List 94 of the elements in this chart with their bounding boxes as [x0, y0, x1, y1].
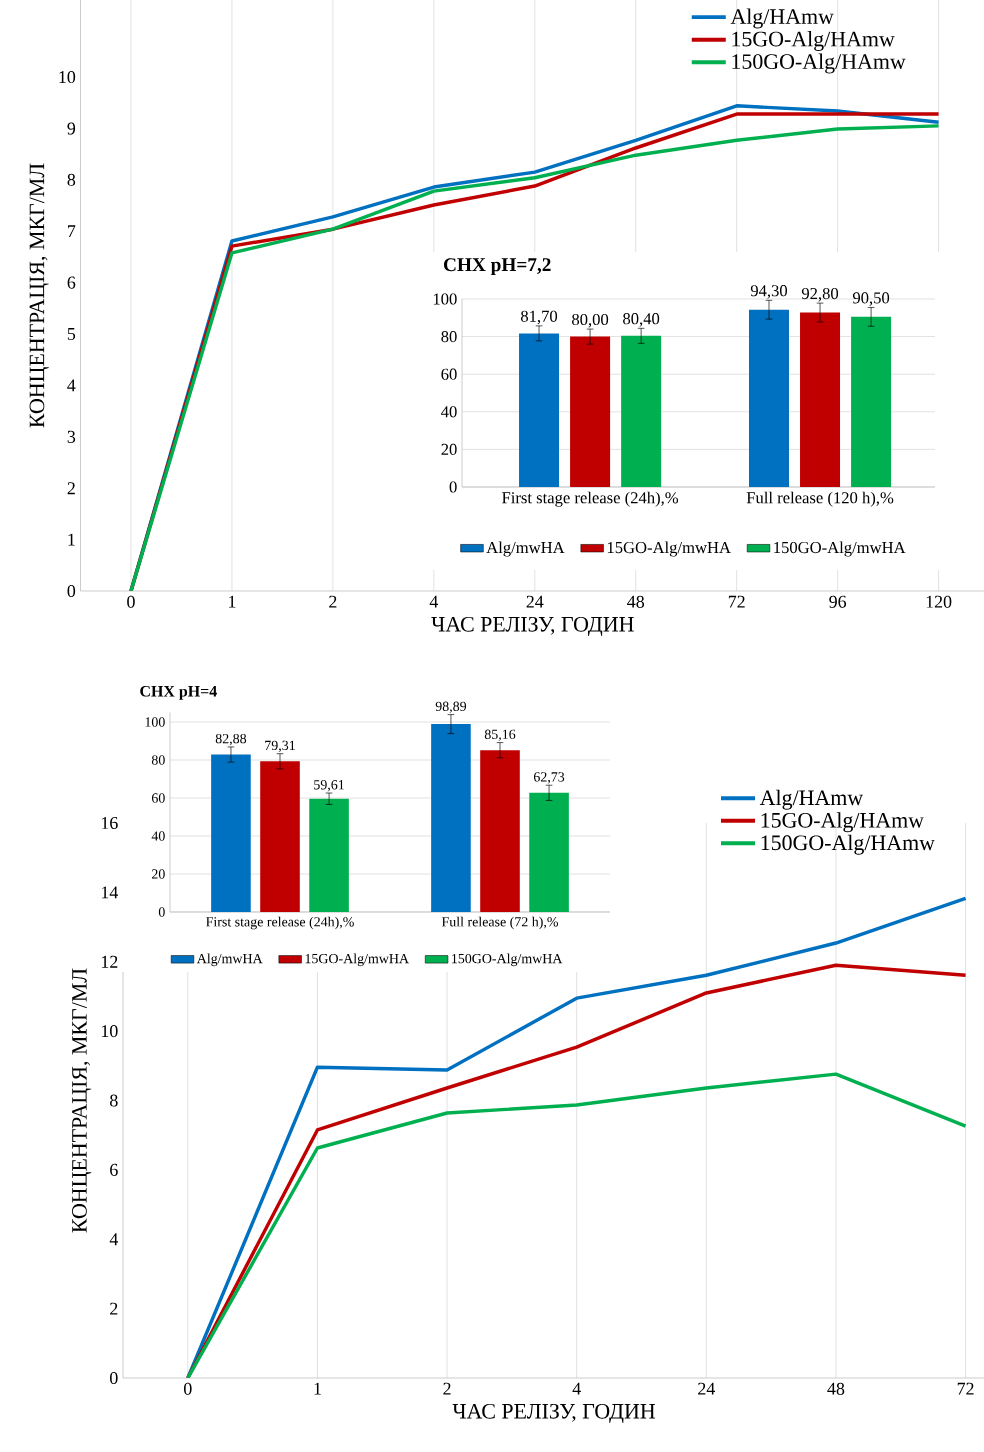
y-tick-label: 0 — [110, 1371, 118, 1385]
bar — [480, 750, 520, 912]
data-label: 81,70 — [520, 310, 558, 325]
legend-label: Alg/HAmw — [759, 789, 864, 810]
data-label: 85,16 — [484, 729, 516, 741]
data-label: 94,30 — [750, 285, 788, 299]
x-tick-label: 24 — [698, 1382, 716, 1395]
legend-label: 150GO-Alg/HAmw — [761, 834, 935, 855]
legend-label: Alg/mwHA — [486, 541, 565, 557]
bar — [748, 309, 789, 487]
y-tick-label: 16 — [101, 816, 118, 830]
x-tick-label: 4 — [572, 1382, 581, 1395]
x-tick-label: 4 — [429, 595, 439, 608]
legend-label: 15GO-Alg/mwHA — [607, 541, 731, 557]
y-tick-label: 8 — [110, 1094, 118, 1107]
legend-label: 15GO-Alg/HAmw — [761, 812, 924, 833]
x-tick-label: 72 — [728, 595, 745, 608]
x-tick-label: 96 — [829, 595, 847, 608]
x-tick-label: 0 — [184, 1382, 192, 1395]
x-tick-label: First stage release (24h),% — [502, 491, 679, 507]
x-tick-label: 72 — [957, 1382, 974, 1395]
bar — [309, 798, 349, 912]
x-tick-label: 48 — [827, 1382, 845, 1395]
y-tick-label: 10 — [101, 1025, 118, 1038]
x-tick-label: 2 — [329, 595, 337, 608]
bar — [621, 335, 662, 487]
bar — [800, 312, 841, 487]
bar — [519, 333, 560, 487]
y-tick-label: 2 — [110, 1302, 118, 1315]
y-tick-label: 100 — [433, 293, 457, 305]
y-tick-label: 80 — [151, 755, 165, 765]
data-label: 90,50 — [852, 292, 890, 306]
data-label: 80,40 — [623, 313, 660, 327]
bar — [851, 316, 892, 487]
data-label: 80,00 — [572, 313, 609, 328]
bar — [570, 336, 611, 487]
data-label: 98,89 — [435, 701, 467, 714]
x-tick-label: 0 — [127, 595, 135, 608]
x-tick-label: Full release (120 h),% — [746, 491, 894, 507]
y-tick-label: 80 — [441, 330, 457, 343]
y-tick-label: 8 — [67, 173, 76, 186]
bar — [529, 792, 569, 912]
bar — [260, 761, 300, 912]
y-tick-label: 60 — [151, 793, 165, 803]
y-tick-label: 6 — [67, 276, 76, 289]
y-tick-label: 2 — [67, 482, 75, 495]
y-tick-label: 4 — [67, 379, 76, 392]
x-axis-title: ЧАС РЕЛІЗУ, ГОДИН — [452, 1403, 656, 1424]
y-tick-label: 6 — [110, 1163, 118, 1176]
x-tick-label: 120 — [926, 595, 952, 608]
legend-label: Alg/HAmw — [730, 8, 834, 29]
x-tick-label: 24 — [526, 595, 544, 608]
y-tick-label: 20 — [441, 443, 457, 455]
y-tick-label: 40 — [151, 831, 165, 841]
y-tick-label: 14 — [101, 886, 119, 899]
y-tick-label: 100 — [145, 717, 165, 727]
y-tick-label: 20 — [151, 869, 165, 879]
chart-title: CHX pH=4 — [140, 685, 217, 700]
y-axis-title: КОНЦЕНТРАЦІЯ, МКГ/МЛ — [72, 968, 92, 1233]
data-label: 59,61 — [314, 780, 344, 792]
y-axis-title: КОНЦЕНТРАЦІЯ, МКГ/МЛ — [29, 163, 49, 428]
y-tick-label: 7 — [68, 225, 76, 238]
y-tick-label: 10 — [59, 71, 76, 84]
y-tick-label: 9 — [67, 122, 76, 135]
data-label: 79,31 — [265, 740, 295, 753]
y-tick-label: 5 — [67, 328, 76, 340]
line-series — [186, 1072, 968, 1378]
legend-label: 15GO-Alg/HAmw — [732, 31, 895, 51]
x-tick-label: First stage release (24h),% — [206, 916, 354, 930]
legend-label: 150GO-Alg/mwHA — [452, 953, 563, 967]
data-label: 92,80 — [801, 287, 839, 302]
x-tick-label: 1 — [229, 595, 236, 608]
y-tick-label: 4 — [109, 1233, 119, 1246]
data-label: 82,88 — [215, 733, 247, 746]
chart-title: CHX pH=7,2 — [443, 258, 551, 276]
y-tick-label: 3 — [67, 430, 76, 443]
legend-label: 15GO-Alg/mwHA — [305, 953, 409, 967]
y-tick-label: 0 — [449, 481, 457, 493]
x-tick-label: Full release (72 h),% — [441, 916, 558, 930]
bar — [211, 754, 251, 912]
x-tick-label: 48 — [627, 595, 645, 608]
y-tick-label: 0 — [67, 584, 76, 598]
y-tick-label: 12 — [101, 955, 118, 968]
y-tick-label: 1 — [68, 533, 75, 546]
x-axis-title: ЧАС РЕЛІЗУ, ГОДИН — [431, 616, 634, 637]
y-tick-label: 0 — [158, 907, 165, 917]
legend-label: 150GO-Alg/mwHA — [774, 541, 906, 557]
x-tick-label: 1 — [314, 1382, 321, 1395]
data-label: 62,73 — [533, 772, 565, 784]
legend-label: Alg/mwHA — [196, 953, 263, 967]
y-tick-label: 60 — [441, 368, 457, 380]
y-tick-label: 40 — [441, 406, 457, 418]
legend-label: 150GO-Alg/HAmw — [732, 53, 906, 74]
bar — [431, 724, 471, 912]
